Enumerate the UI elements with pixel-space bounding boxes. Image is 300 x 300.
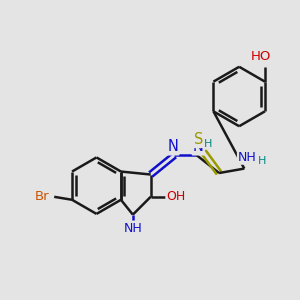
Text: NH: NH [238,151,256,164]
Text: OH: OH [166,190,186,203]
Text: Br: Br [35,190,50,203]
Text: NH: NH [124,221,142,235]
Text: S: S [194,132,204,147]
Text: H: H [258,156,266,166]
Text: N: N [167,140,178,154]
Text: HO: HO [250,50,271,63]
Text: H: H [204,139,212,149]
Text: N: N [193,140,204,154]
